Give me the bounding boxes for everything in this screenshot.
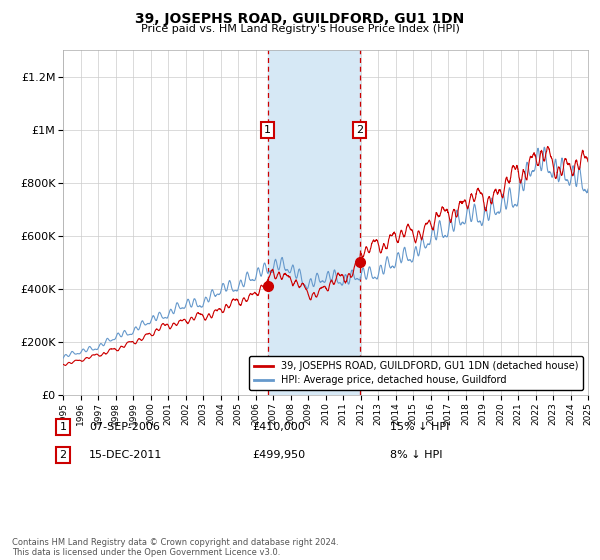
Text: 07-SEP-2006: 07-SEP-2006	[89, 422, 160, 432]
Text: £410,000: £410,000	[252, 422, 305, 432]
Text: 8% ↓ HPI: 8% ↓ HPI	[390, 450, 443, 460]
Text: 15-DEC-2011: 15-DEC-2011	[89, 450, 162, 460]
Text: 2: 2	[356, 125, 364, 135]
Text: 1: 1	[59, 422, 67, 432]
Text: £499,950: £499,950	[252, 450, 305, 460]
Text: Contains HM Land Registry data © Crown copyright and database right 2024.
This d: Contains HM Land Registry data © Crown c…	[12, 538, 338, 557]
Text: Price paid vs. HM Land Registry's House Price Index (HPI): Price paid vs. HM Land Registry's House …	[140, 24, 460, 34]
Text: 1: 1	[264, 125, 271, 135]
Text: 2: 2	[59, 450, 67, 460]
Text: 39, JOSEPHS ROAD, GUILDFORD, GU1 1DN: 39, JOSEPHS ROAD, GUILDFORD, GU1 1DN	[136, 12, 464, 26]
Text: 15% ↓ HPI: 15% ↓ HPI	[390, 422, 449, 432]
Legend: 39, JOSEPHS ROAD, GUILDFORD, GU1 1DN (detached house), HPI: Average price, detac: 39, JOSEPHS ROAD, GUILDFORD, GU1 1DN (de…	[248, 356, 583, 390]
Bar	[268, 50, 360, 395]
